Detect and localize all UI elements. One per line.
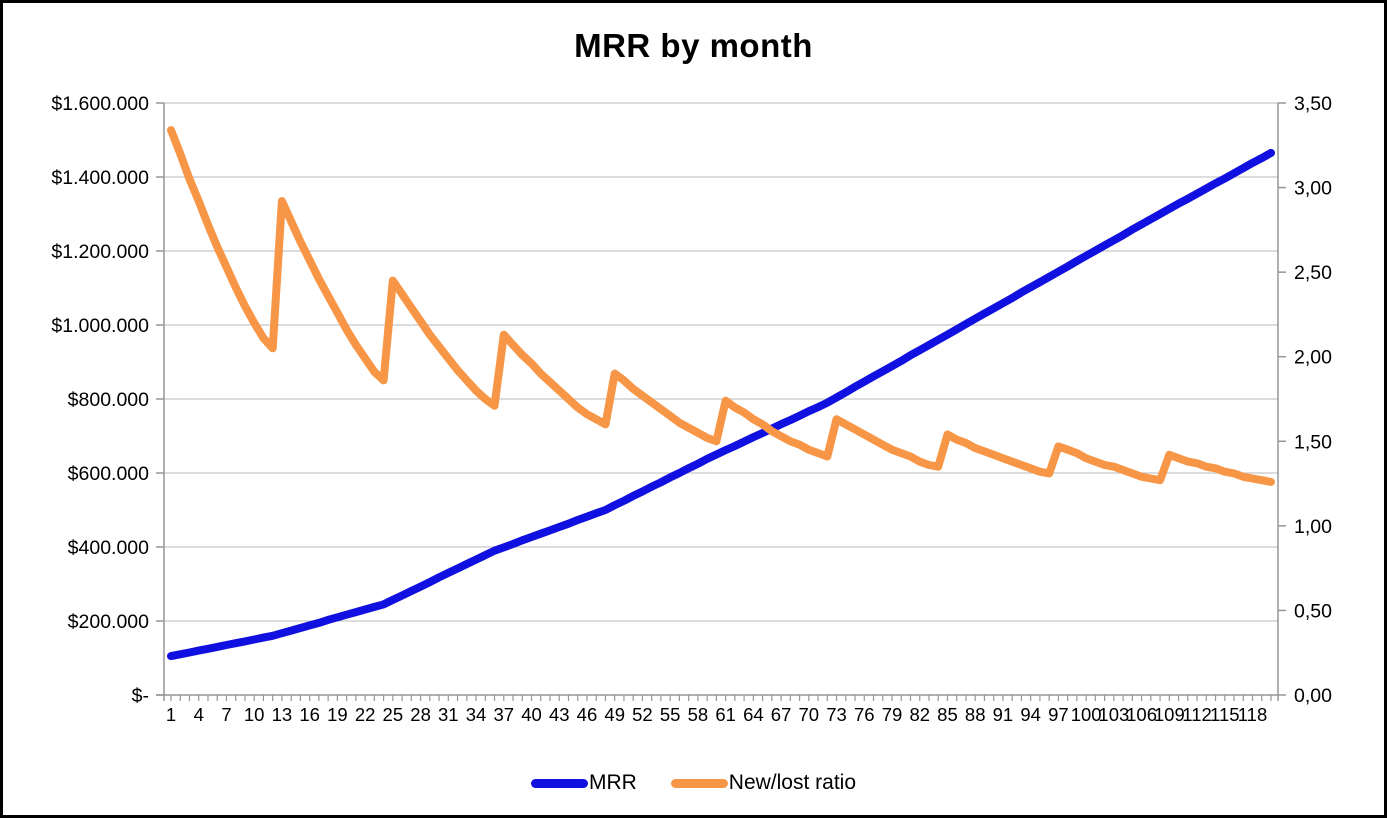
legend-item-ratio[interactable]: New/lost ratio: [670, 771, 857, 795]
right-axis-tick-label: 1,00: [1294, 516, 1332, 538]
x-axis-tick-label: 85: [937, 704, 958, 725]
x-axis-tick-label: 100: [1071, 704, 1102, 725]
left-axis-tick-label: $200.000: [68, 611, 149, 633]
left-axis-tick-label: $1.600.000: [51, 93, 149, 115]
ratio-line[interactable]: [167, 126, 1275, 486]
x-axis-tick-label: 28: [410, 704, 431, 725]
x-axis-tick-label: 34: [466, 704, 487, 725]
x-axis-tick-label: 76: [854, 704, 875, 725]
x-axis-tick-label: 43: [549, 704, 570, 725]
x-axis-tick-label: 118: [1238, 704, 1268, 725]
x-axis-tick-label: 52: [632, 704, 653, 725]
x-axis-tick-label: 112: [1182, 704, 1212, 725]
left-axis-tick-label: $400.000: [68, 537, 149, 559]
mrr-legend-swatch: [530, 778, 588, 788]
ratio-legend-label: New/lost ratio: [728, 771, 857, 794]
x-axis-tick-label: 16: [299, 704, 320, 725]
left-axis-tick-label: $600.000: [68, 463, 149, 485]
x-axis-tick-label: 13: [272, 704, 293, 725]
mrr-line[interactable]: [167, 148, 1275, 661]
chart-legend: MRR New/lost ratio: [3, 763, 1384, 803]
right-axis-tick-label: 3,50: [1294, 93, 1332, 115]
x-axis-tick-label: 91: [993, 704, 1014, 725]
x-axis-tick-label: 25: [383, 704, 404, 725]
x-axis-tick-label: 49: [604, 704, 625, 725]
mrr-legend-label: MRR: [588, 771, 637, 794]
x-axis-tick-label: 70: [799, 704, 820, 725]
x-axis-tick-label: 58: [688, 704, 709, 725]
x-axis-tick-label: 106: [1126, 704, 1157, 725]
chart-title: MRR by month: [574, 27, 813, 64]
x-axis-tick-label: 94: [1020, 704, 1041, 725]
left-axis-tick-label: $1.000.000: [51, 315, 149, 337]
x-axis-tick-label: 61: [715, 704, 736, 725]
x-axis-tick-label: 67: [771, 704, 792, 725]
x-axis-tick-label: 10: [244, 704, 265, 725]
x-axis-tick-label: 40: [521, 704, 542, 725]
right-axis-tick-label: 1,50: [1294, 431, 1332, 453]
x-axis-tick-label: 79: [882, 704, 903, 725]
x-axis-tick-label: 31: [438, 704, 459, 725]
x-axis-tick-label: 88: [965, 704, 986, 725]
x-axis-tick-label: 1: [166, 704, 176, 725]
x-axis-tick-label: 22: [355, 704, 376, 725]
left-axis-tick-label: $800.000: [68, 389, 149, 411]
right-axis-tick-label: 0,00: [1294, 685, 1332, 707]
x-axis-tick-label: 103: [1098, 704, 1129, 725]
x-axis-tick-label: 97: [1048, 704, 1069, 725]
left-axis-tick-label: $1.400.000: [51, 167, 149, 189]
x-axis-tick-label: 55: [660, 704, 681, 725]
x-axis-tick-label: 73: [826, 704, 847, 725]
legend-item-mrr[interactable]: MRR: [530, 771, 637, 795]
x-axis-tick-label: 46: [577, 704, 598, 725]
chart-canvas[interactable]: $- $200.000 $400.000 $600.000 $800.000 $1.000…: [3, 3, 1387, 818]
x-axis-tick-label: 7: [221, 704, 231, 725]
right-axis-tick-label: 2,00: [1294, 347, 1332, 369]
x-axis-tick-label: 64: [743, 704, 764, 725]
right-axis-tick-label: 0,50: [1294, 600, 1332, 622]
x-axis-tick-label: 4: [194, 704, 204, 725]
right-axis-tick-label: 2,50: [1294, 262, 1332, 284]
x-axis-tick-label: 115: [1210, 704, 1240, 725]
ratio-legend-swatch: [670, 778, 728, 788]
right-axis-tick-label: 3,00: [1294, 178, 1332, 200]
x-axis-tick-label: 109: [1154, 704, 1185, 725]
x-axis-tick-label: 37: [493, 704, 514, 725]
x-axis-tick-label: 19: [327, 704, 348, 725]
left-axis-tick-label: $-: [132, 685, 149, 707]
x-axis-tick-label: 82: [909, 704, 930, 725]
left-axis-tick-label: $1.200.000: [51, 241, 149, 263]
